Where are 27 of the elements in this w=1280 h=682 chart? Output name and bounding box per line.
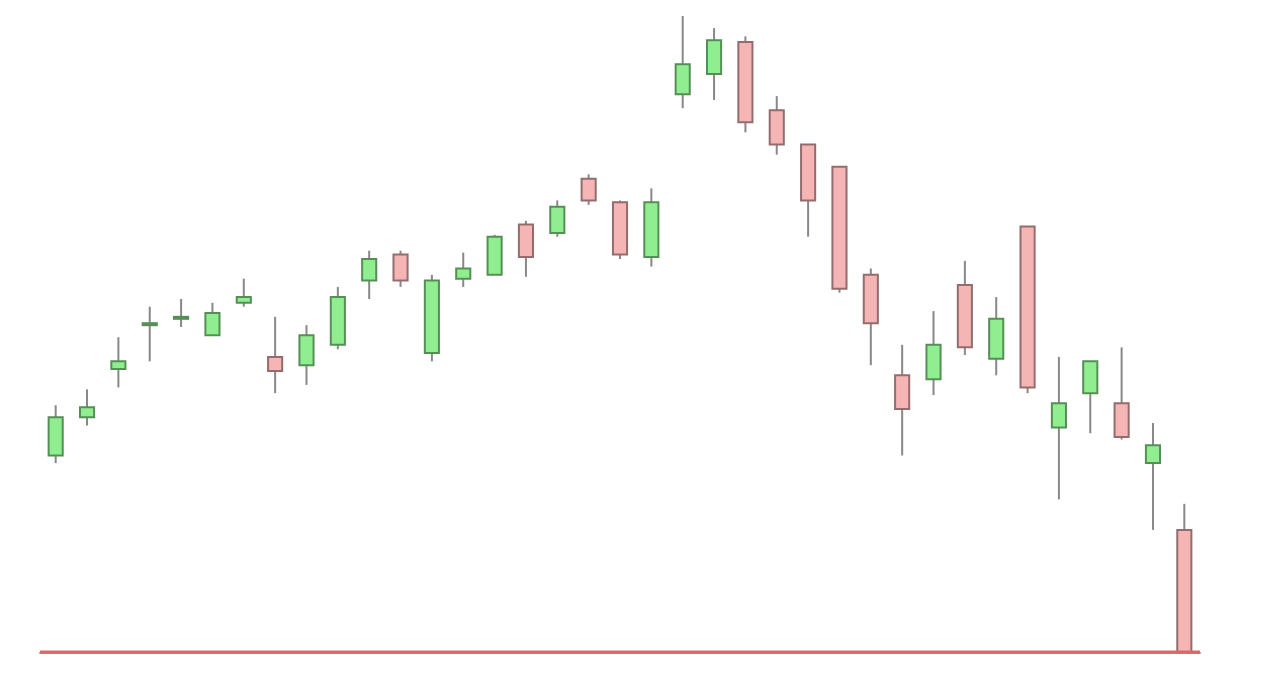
- candlestick: [141, 305, 158, 363]
- candlestick: [235, 277, 252, 308]
- candlestick: [549, 199, 566, 238]
- candlestick: [580, 173, 597, 206]
- candlestick: [329, 285, 346, 351]
- candlestick: [204, 301, 221, 337]
- candlestick: [267, 315, 284, 395]
- candlestick: [173, 298, 190, 328]
- candlestick: [517, 219, 534, 278]
- candlestick: [392, 249, 409, 288]
- candlestick: [1144, 422, 1162, 531]
- candlestick: [706, 27, 723, 101]
- candlestick: [1113, 346, 1130, 441]
- candlestick: [988, 296, 1005, 377]
- candlestick: [298, 324, 315, 386]
- candlestick: [1082, 360, 1099, 435]
- candlestick: [674, 15, 691, 110]
- candlestick: [47, 404, 64, 465]
- candlestick: [768, 95, 785, 156]
- candlestick: [925, 310, 942, 397]
- candlestick: [455, 251, 472, 288]
- candlestick: [110, 336, 127, 389]
- candlestick: [1050, 355, 1067, 501]
- candlestick: [894, 343, 911, 457]
- candlestick: [486, 233, 503, 276]
- candlestick: [361, 249, 378, 301]
- candlestick: [78, 388, 96, 427]
